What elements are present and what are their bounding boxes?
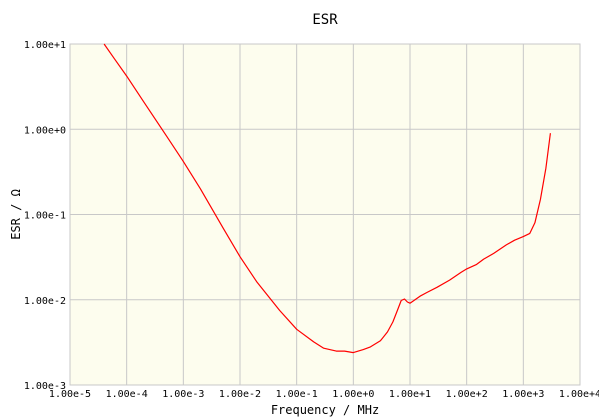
x-tick-label: 1.00e+4 — [559, 389, 599, 400]
y-tick-label: 1.00e-1 — [24, 211, 66, 222]
x-tick-label: 1.00e-4 — [106, 389, 148, 400]
y-axis-tick-labels: 1.00e-3 1.00e-2 1.00e-1 1.00e+0 1.00e+1 — [24, 40, 66, 392]
grid-lines — [69, 43, 581, 386]
x-tick-label: 1.00e+3 — [502, 389, 544, 400]
x-tick-label: 1.00e+2 — [446, 389, 488, 400]
y-tick-label: 1.00e-2 — [24, 296, 66, 307]
esr-series-line — [103, 43, 551, 354]
y-tick-label: 1.00e+0 — [24, 125, 66, 136]
chart-title: ESR — [312, 12, 338, 28]
y-tick-label: 1.00e-3 — [24, 381, 66, 392]
y-tick-label: 1.00e+1 — [24, 40, 66, 51]
x-tick-label: 1.00e-1 — [276, 389, 318, 400]
y-axis-label: ESR / Ω — [9, 189, 23, 240]
x-tick-label: 1.00e-2 — [219, 389, 261, 400]
x-tick-label: 1.00e+0 — [332, 389, 374, 400]
x-tick-label: 1.00e-5 — [49, 389, 91, 400]
x-axis-label: Frequency / MHz — [271, 403, 379, 417]
x-axis-tick-labels: 1.00e-5 1.00e-4 1.00e-3 1.00e-2 1.00e-1 1.00e… — [49, 389, 599, 400]
x-tick-label: 1.00e+1 — [389, 389, 431, 400]
x-tick-label: 1.00e-3 — [162, 389, 204, 400]
